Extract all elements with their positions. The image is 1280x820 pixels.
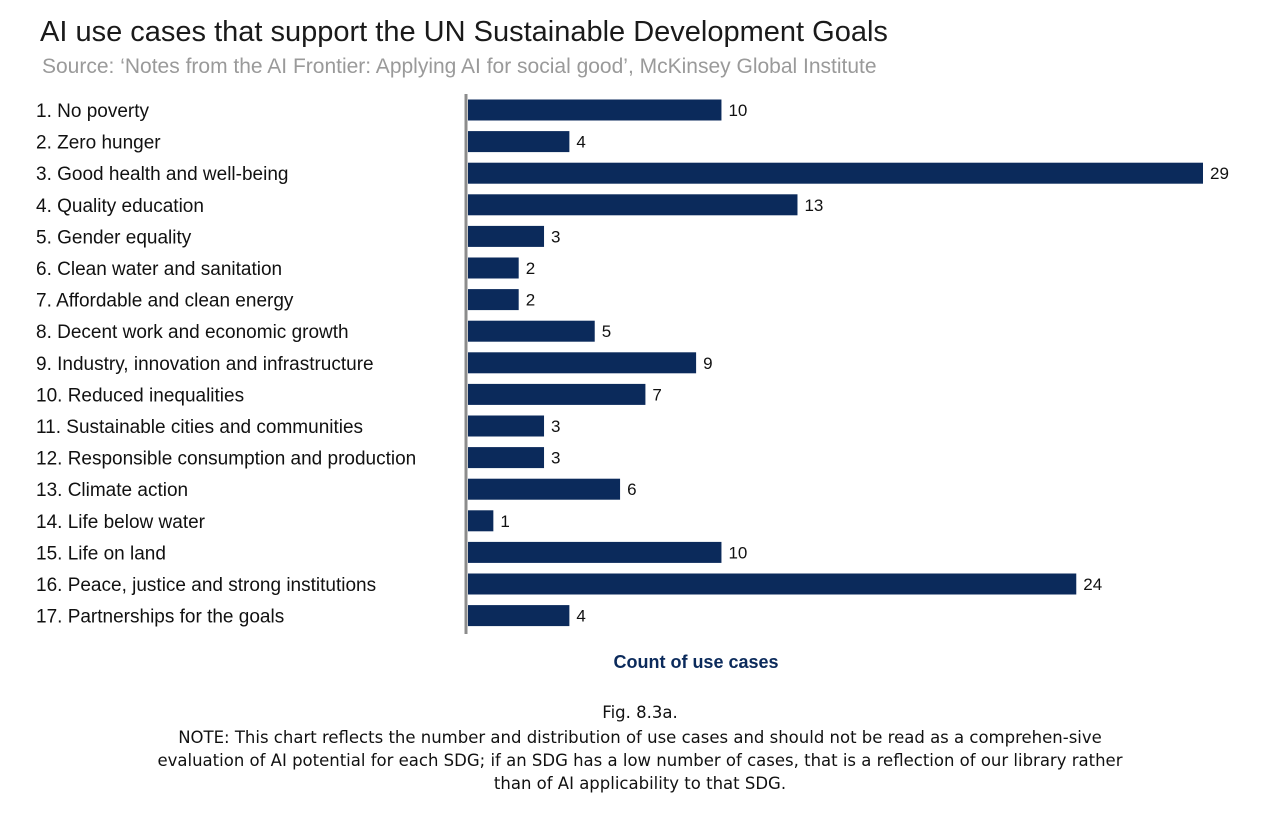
chart-title: AI use cases that support the UN Sustain…	[40, 16, 888, 48]
bar-value-label: 5	[602, 322, 611, 341]
bars	[468, 99, 1203, 627]
category-label: 17. Partnerships for the goals	[36, 607, 284, 628]
bar	[468, 478, 621, 500]
bar-value-label: 7	[652, 385, 661, 404]
bar	[468, 289, 519, 311]
bar-value-label: 10	[728, 543, 747, 562]
category-label: 13. Climate action	[36, 480, 188, 501]
bar-value-label: 3	[551, 227, 560, 246]
category-label: 7. Affordable and clean energy	[36, 291, 294, 312]
figure-note: NOTE: This chart reflects the number and…	[157, 728, 1123, 793]
bar	[468, 257, 519, 279]
category-label: 4. Quality education	[36, 196, 204, 217]
category-label: 14. Life below water	[36, 512, 206, 533]
category-label: 3. Good health and well-being	[36, 164, 288, 185]
x-axis-label: Count of use cases	[613, 652, 778, 672]
bar-value-label: 29	[1210, 164, 1229, 183]
category-label: 10. Reduced inequalities	[36, 385, 244, 406]
bar	[468, 131, 570, 153]
category-label: 1. No poverty	[36, 101, 149, 122]
bar	[468, 573, 1077, 595]
bar-value-label: 6	[627, 480, 636, 499]
category-label: 6. Clean water and sanitation	[36, 259, 282, 280]
category-label: 16. Peace, justice and strong institutio…	[36, 575, 376, 596]
bar	[468, 162, 1203, 184]
bar-chart: 1. No poverty 2. Zero hunger 3. Good healt…	[36, 94, 1229, 672]
bar	[468, 225, 545, 247]
category-label: 8. Decent work and economic growth	[36, 322, 349, 343]
bar	[468, 194, 798, 216]
bar	[468, 541, 722, 563]
bar	[468, 99, 722, 121]
bar-value-label: 10	[728, 101, 747, 120]
category-label: 2. Zero hunger	[36, 133, 161, 154]
bar	[468, 352, 697, 374]
category-label: 15. Life on land	[36, 543, 166, 564]
category-labels: 1. No poverty 2. Zero hunger 3. Good healt…	[36, 101, 416, 628]
bar-value-label: 4	[576, 133, 585, 152]
bar-value-label: 9	[703, 354, 712, 373]
bar	[468, 605, 570, 627]
category-label: 5. Gender equality	[36, 227, 192, 248]
bar	[468, 510, 494, 532]
bar	[468, 320, 595, 342]
bar-value-label: 1	[500, 512, 509, 531]
bar-value-label: 2	[526, 291, 535, 310]
category-label: 9. Industry, innovation and infrastructu…	[36, 354, 374, 375]
bar-value-label: 2	[526, 259, 535, 278]
figure-label: Fig. 8.3a.	[602, 703, 678, 722]
chart-subtitle: Source: ‘Notes from the AI Frontier: App…	[42, 55, 877, 78]
bar-value-label: 13	[804, 196, 823, 215]
bar-value-label: 3	[551, 417, 560, 436]
bar-value-label: 24	[1083, 575, 1102, 594]
bar-value-label: 3	[551, 449, 560, 468]
bar	[468, 415, 545, 437]
category-label: 11. Sustainable cities and communities	[36, 417, 363, 438]
bar	[468, 447, 545, 469]
category-label: 12. Responsible consumption and producti…	[36, 449, 416, 470]
bar-value-label: 4	[576, 607, 585, 626]
bar	[468, 383, 646, 405]
